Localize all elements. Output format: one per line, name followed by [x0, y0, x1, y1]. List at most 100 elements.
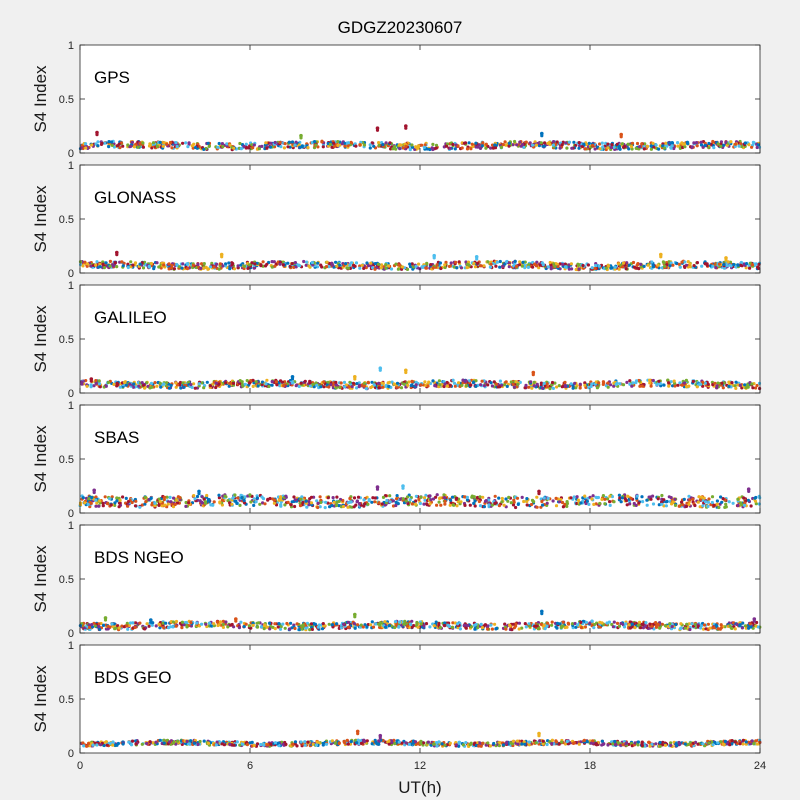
data-point	[532, 380, 536, 384]
data-point	[553, 264, 557, 268]
data-point	[535, 495, 539, 499]
data-point	[175, 262, 179, 267]
data-point	[129, 144, 133, 148]
data-point	[384, 263, 388, 267]
data-point	[466, 623, 470, 628]
data-point	[240, 496, 244, 500]
data-point	[671, 500, 675, 504]
data-point	[660, 502, 664, 506]
data-point	[645, 503, 649, 507]
data-point	[740, 626, 745, 630]
data-point	[136, 145, 140, 149]
data-point	[189, 621, 193, 625]
data-point	[243, 382, 247, 386]
data-point	[647, 495, 651, 499]
y-tick-label: 1	[68, 40, 74, 52]
data-point	[342, 622, 346, 626]
data-point	[727, 384, 731, 388]
data-point	[651, 494, 655, 498]
data-point	[656, 263, 660, 267]
data-point	[635, 141, 640, 146]
data-point	[185, 625, 189, 629]
data-point	[231, 496, 235, 500]
data-point	[293, 498, 297, 502]
data-point	[686, 260, 690, 264]
data-point	[551, 386, 556, 390]
data-point	[456, 144, 460, 148]
data-point	[707, 141, 711, 146]
data-point	[597, 264, 601, 268]
data-point	[269, 141, 273, 145]
data-point	[315, 383, 319, 387]
data-point	[106, 380, 111, 385]
data-point	[495, 626, 499, 631]
data-point	[380, 263, 384, 267]
data-point	[504, 497, 508, 501]
data-point	[352, 496, 357, 500]
data-point	[357, 502, 362, 506]
data-point	[462, 495, 467, 499]
data-point	[729, 140, 733, 144]
data-point	[621, 261, 626, 265]
data-point	[554, 496, 558, 500]
data-point	[683, 265, 687, 269]
data-point	[393, 620, 398, 624]
data-point	[254, 500, 258, 504]
data-point	[481, 141, 485, 145]
data-point	[346, 501, 350, 505]
data-point	[94, 504, 98, 508]
data-point	[743, 624, 748, 628]
data-point	[517, 621, 522, 625]
data-point	[563, 380, 567, 384]
data-point	[528, 624, 532, 628]
data-point	[384, 141, 388, 145]
data-point	[360, 263, 364, 267]
data-point	[397, 620, 402, 624]
data-point	[112, 382, 116, 386]
y-tick-label: 1	[68, 400, 74, 412]
data-point	[654, 621, 658, 625]
data-point	[362, 498, 366, 502]
data-point	[491, 146, 495, 150]
data-point	[482, 505, 486, 509]
data-point	[591, 143, 595, 147]
data-point	[278, 495, 283, 499]
data-point	[398, 147, 402, 151]
data-point	[557, 384, 561, 388]
data-point	[504, 143, 508, 147]
data-point	[289, 621, 293, 625]
data-point	[707, 145, 711, 149]
data-point	[230, 502, 234, 506]
data-point	[368, 143, 372, 147]
data-point	[448, 146, 452, 150]
data-point	[208, 621, 212, 625]
y-tick-label: 0	[68, 388, 74, 400]
data-point	[703, 143, 707, 148]
data-point	[502, 503, 506, 507]
data-point	[522, 145, 526, 149]
data-point	[230, 622, 234, 627]
data-point	[303, 379, 307, 383]
data-point	[660, 493, 664, 498]
data-point	[309, 622, 314, 626]
data-point	[726, 260, 730, 264]
data-point	[605, 621, 609, 625]
data-point	[220, 498, 224, 502]
data-point	[438, 496, 442, 500]
data-point	[147, 624, 151, 628]
data-point	[678, 265, 682, 269]
data-point	[169, 383, 173, 387]
data-point	[263, 623, 267, 627]
data-point	[665, 499, 669, 504]
data-point	[252, 503, 256, 507]
data-point	[260, 495, 264, 499]
data-point	[498, 259, 502, 264]
data-point	[149, 496, 153, 500]
data-point	[302, 259, 306, 264]
data-point	[416, 146, 421, 150]
data-point	[273, 622, 277, 626]
data-point	[627, 623, 631, 627]
data-point	[594, 264, 598, 268]
